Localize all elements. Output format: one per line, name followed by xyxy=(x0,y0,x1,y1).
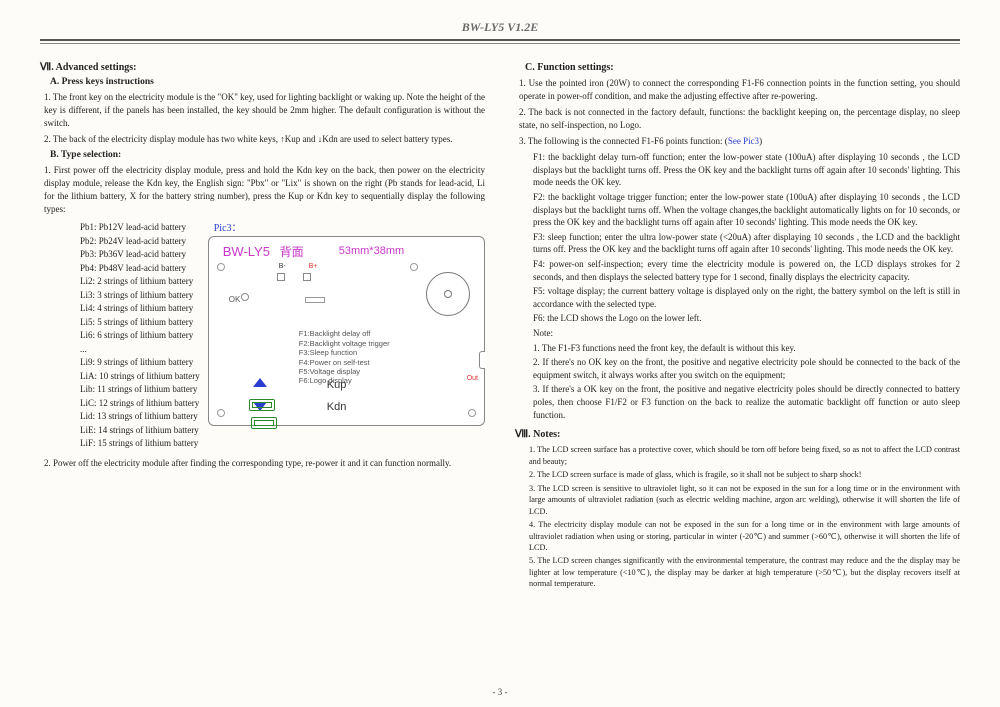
rule-top xyxy=(40,39,960,41)
c2: 2. The back is not connected in the fact… xyxy=(519,106,960,132)
kup-button-icon xyxy=(249,399,275,411)
type-item: Lib: 11 strings of lithium battery xyxy=(80,383,200,397)
ok-pad-icon xyxy=(241,293,249,301)
ok-label: OK xyxy=(229,295,241,304)
b2: 2. Power off the electricity module afte… xyxy=(44,457,485,470)
kdn-button-icon xyxy=(251,417,277,429)
type-item: Pb3: Pb36V lead-acid battery xyxy=(80,248,200,262)
pad-icon xyxy=(277,273,285,281)
type-item: Li9: 9 strings of lithium battery xyxy=(80,356,200,370)
type-list: Pb1: Pb12V lead-acid battery Pb2: Pb24V … xyxy=(40,221,200,451)
s4: 4. The electricity display module can no… xyxy=(515,519,960,553)
pic3-fun-item: F4:Power on self-test xyxy=(299,358,390,367)
pad-icon xyxy=(303,273,311,281)
type-item: Li3: 3 strings of lithium battery xyxy=(80,289,200,303)
s3: 3. The LCD screen is sensitive to ultrav… xyxy=(515,483,960,517)
b1: 1. First power off the electricity displ… xyxy=(44,164,485,216)
note3: 3. If there's a OK key on the front, the… xyxy=(533,383,960,421)
b-head: B. Type selection: xyxy=(50,150,485,160)
type-item: Pb1: Pb12V lead-acid battery xyxy=(80,221,200,235)
out-label: Out xyxy=(467,375,478,382)
screw-icon xyxy=(217,263,225,271)
left-column: Ⅶ. Advanced settings: A. Press keys inst… xyxy=(40,58,485,592)
function-list: F1: the backlight delay turn-off functio… xyxy=(515,151,960,421)
pic3-fun-item: F2:Backlight voltage trigger xyxy=(299,339,390,348)
type-item: ... xyxy=(80,343,200,357)
s2: 2. The LCD screen surface is made of gla… xyxy=(515,469,960,480)
two-columns: Ⅶ. Advanced settings: A. Press keys inst… xyxy=(40,58,960,592)
sec8-head: Ⅷ. Notes: xyxy=(515,429,960,440)
type-item: Li4: 4 strings of lithium battery xyxy=(80,302,200,316)
type-item: LiF: 15 strings of lithium battery xyxy=(80,437,200,451)
wire-pad-icon xyxy=(305,297,325,303)
screw-icon xyxy=(410,263,418,271)
kup-label: Kup xyxy=(327,379,347,391)
type-item: LiE: 14 strings of lithium battery xyxy=(80,424,200,438)
pic3-dims: 53mm*38mm xyxy=(339,245,404,257)
type-item: Li5: 5 strings of lithium battery xyxy=(80,316,200,330)
pic3-buttons xyxy=(249,399,312,413)
f6: F6: the LCD shows the Logo on the lower … xyxy=(533,312,960,325)
screw-icon xyxy=(468,409,476,417)
a1: 1. The front key on the electricity modu… xyxy=(44,91,485,130)
pic3-fun-item: F1:Backlight delay off xyxy=(299,329,390,338)
f5: F5: voltage display; the current battery… xyxy=(533,285,960,310)
buzzer-icon xyxy=(426,272,470,316)
a-head: A. Press keys instructions xyxy=(50,77,485,87)
pic3-wrap: Pic3： BW-LY5 背面 53mm*38mm B- B+ xyxy=(208,219,485,426)
f4: F4: power-on self-inspection; every time… xyxy=(533,258,960,283)
right-column: C. Function settings: 1. Use the pointed… xyxy=(515,58,960,592)
pic3-title-en: BW-LY5 xyxy=(223,244,270,259)
doc-header: BW-LY5 V1.2E xyxy=(40,20,960,39)
type-item: LiC: 12 strings of lithium battery xyxy=(80,397,200,411)
note-label: Note: xyxy=(533,327,960,340)
type-item: Pb4: Pb48V lead-acid battery xyxy=(80,262,200,276)
screw-icon xyxy=(217,409,225,417)
page-number: - 3 - xyxy=(0,687,1000,697)
type-item: Lid: 13 strings of lithium battery xyxy=(80,410,200,424)
b-minus-label: B- xyxy=(279,263,286,270)
note1: 1. The F1-F3 functions need the front ke… xyxy=(533,342,960,355)
pic3-title: BW-LY5 背面 xyxy=(223,243,304,260)
note2: 2. If there's no OK key on the front, th… xyxy=(533,356,960,381)
f2: F2: the backlight voltage trigger functi… xyxy=(533,191,960,229)
pic3-diagram: BW-LY5 背面 53mm*38mm B- B+ xyxy=(208,236,485,426)
pic3-fun-item: F3:Sleep function xyxy=(299,348,390,357)
pic3-title-cn: 背面 xyxy=(280,245,304,259)
c3: 3. The following is the connected F1-F6 … xyxy=(519,135,960,148)
c-head: C. Function settings: xyxy=(525,62,960,73)
see-pic3-link: See Pic3 xyxy=(728,136,759,146)
pic3-function-list: F1:Backlight delay off F2:Backlight volt… xyxy=(299,329,390,385)
a2: 2. The back of the electricity display m… xyxy=(44,133,485,146)
c1: 1. Use the pointed iron (20W) to connect… xyxy=(519,77,960,103)
rule-sub xyxy=(40,43,960,44)
f1: F1: the backlight delay turn-off functio… xyxy=(533,151,960,189)
s1: 1. The LCD screen surface has a protecti… xyxy=(515,444,960,467)
pic3-fun-item: F5:Voltage display xyxy=(299,367,390,376)
f3: F3: sleep function; enter the ultra low-… xyxy=(533,231,960,256)
c3c: ) xyxy=(759,136,762,146)
kdn-label: Kdn xyxy=(327,401,347,413)
arrow-up-icon xyxy=(253,378,267,387)
b-plus-label: B+ xyxy=(309,263,318,270)
notch-icon xyxy=(479,351,485,369)
type-item: LiA: 10 strings of lithium battery xyxy=(80,370,200,384)
sec7-head: Ⅶ. Advanced settings: xyxy=(40,62,485,73)
s5: 5. The LCD screen changes significantly … xyxy=(515,555,960,589)
c3a: 3. The following is the connected F1-F6 … xyxy=(519,136,728,146)
type-item: Pb2: Pb24V lead-acid battery xyxy=(80,235,200,249)
pic3-label: Pic3： xyxy=(214,219,485,234)
type-item: Li2: 2 strings of lithium battery xyxy=(80,275,200,289)
power-pads xyxy=(277,273,311,281)
type-item: Li6: 6 strings of lithium battery xyxy=(80,329,200,343)
